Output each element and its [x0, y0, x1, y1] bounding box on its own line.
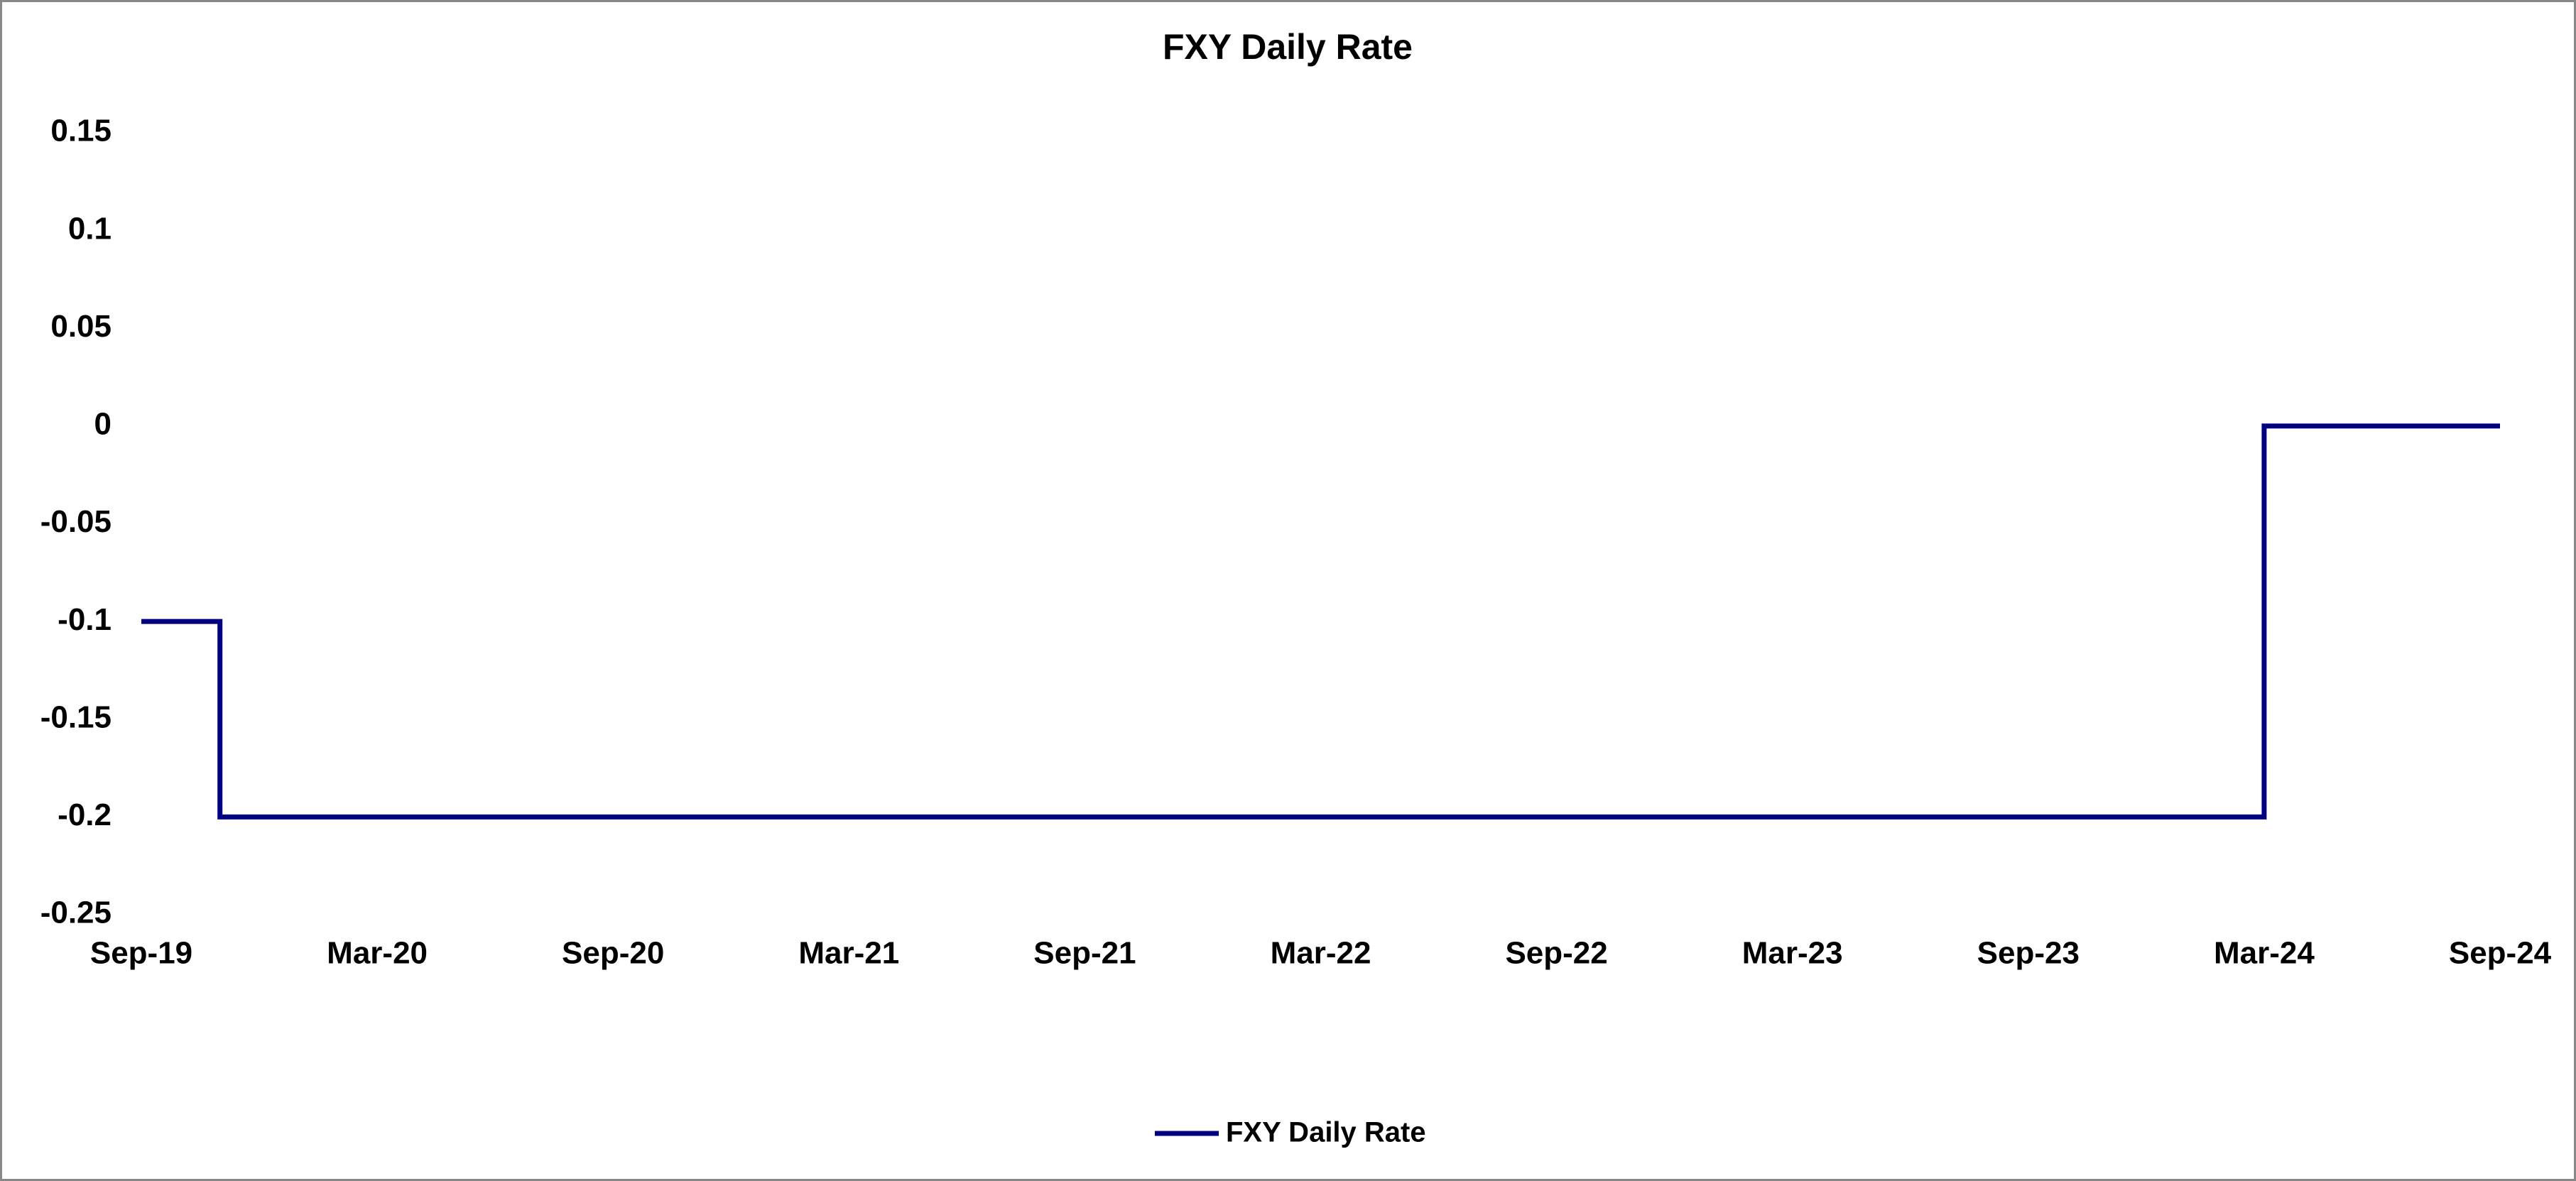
chart-title: FXY Daily Rate — [1163, 27, 1413, 67]
legend-label: FXY Daily Rate — [1226, 1117, 1426, 1148]
x-tick-label: Mar-20 — [327, 936, 428, 971]
data-line — [141, 423, 2500, 820]
x-tick-label: Sep-19 — [90, 936, 192, 971]
y-tick-label: 0.05 — [50, 309, 112, 344]
y-tick-label: 0.15 — [50, 114, 112, 148]
x-tick-label: Sep-21 — [1033, 936, 1136, 971]
x-tick-label: Mar-24 — [2214, 936, 2315, 971]
x-tick-label: Mar-22 — [1271, 936, 1371, 971]
x-tick-label: Sep-22 — [1505, 936, 1607, 971]
x-tick-label: Mar-21 — [798, 936, 899, 971]
x-tick-label: Sep-20 — [562, 936, 664, 971]
y-tick-label: -0.2 — [58, 798, 112, 832]
y-tick-label: -0.05 — [40, 504, 112, 539]
y-tick-label: -0.25 — [40, 896, 112, 930]
y-tick-label: -0.15 — [40, 700, 112, 734]
y-tick-label: -0.1 — [58, 602, 112, 637]
x-tick-label: Sep-23 — [1977, 936, 2080, 971]
y-tick-label: 0.1 — [68, 211, 112, 246]
x-tick-label: Sep-24 — [2449, 936, 2552, 971]
y-tick-label: 0 — [94, 407, 112, 442]
x-tick-label: Mar-23 — [1742, 936, 1843, 971]
